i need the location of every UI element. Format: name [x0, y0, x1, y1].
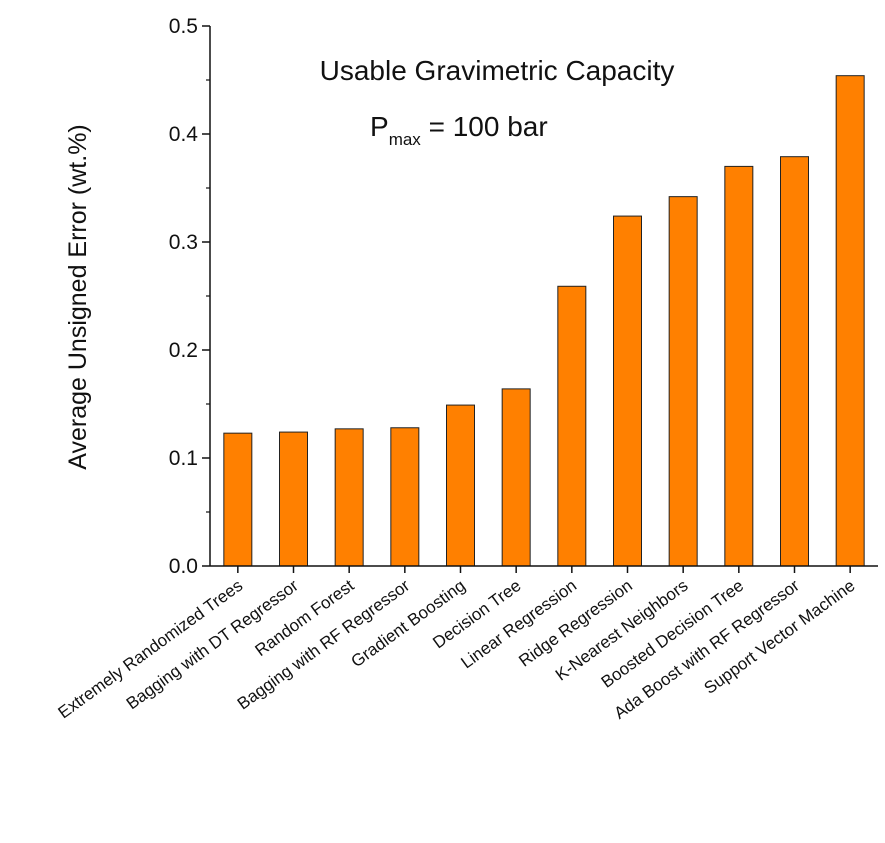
bar — [724, 165, 754, 567]
annotation-p-rest: = 100 bar — [421, 111, 548, 142]
bar — [501, 388, 531, 567]
annotation-line1: Usable Gravimetric Capacity — [320, 55, 675, 86]
y-tick-label: 0.5 — [169, 15, 198, 38]
bar — [780, 156, 809, 567]
annotation-line2: Pmax = 100 bar — [370, 111, 548, 149]
axes-layer — [202, 25, 878, 573]
bar — [446, 404, 475, 567]
y-tick-label: 0.4 — [169, 123, 199, 146]
y-tick-label: 0.0 — [169, 555, 198, 578]
bar — [668, 196, 698, 567]
y-axis-title: Average Unsigned Error (wt.%) — [64, 124, 92, 470]
y-tick-label: 0.3 — [169, 231, 198, 254]
bar — [835, 75, 865, 567]
annotation-p-symbol: P — [370, 111, 389, 142]
bar — [279, 431, 308, 567]
y-tick-label: 0.2 — [169, 339, 198, 362]
bar — [223, 432, 253, 567]
chart-annotation: Usable Gravimetric Capacity Pmax = 100 b… — [320, 55, 675, 149]
y-tick-label: 0.1 — [169, 447, 198, 470]
bar — [557, 285, 587, 567]
bar — [334, 428, 364, 567]
bars-layer — [223, 75, 865, 567]
annotation-p-subscript: max — [389, 130, 422, 149]
bar — [390, 427, 420, 567]
bar — [613, 215, 642, 567]
